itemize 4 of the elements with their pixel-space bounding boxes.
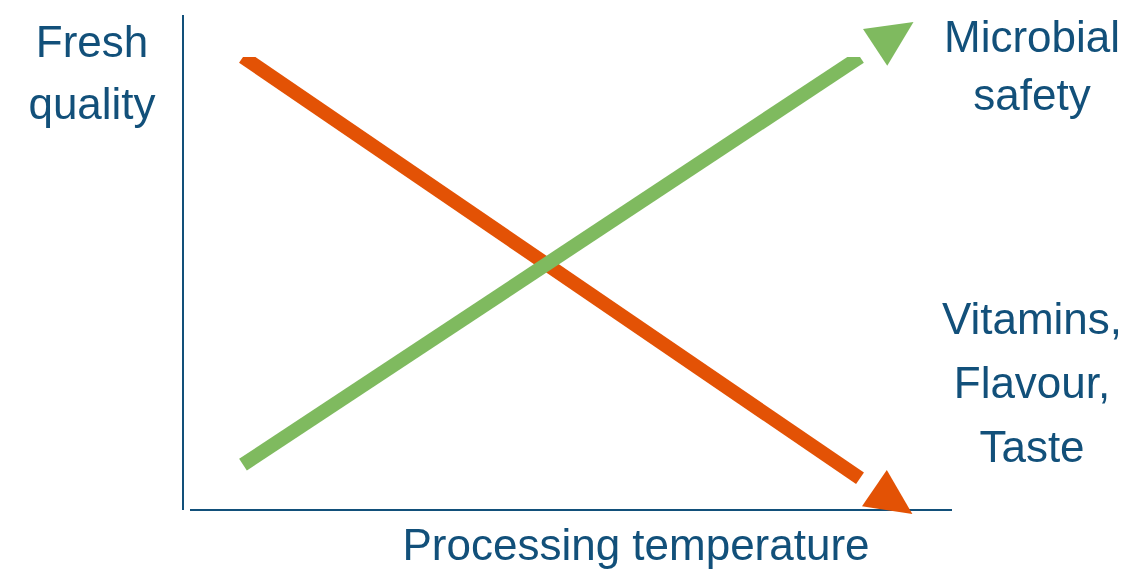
legend-label: Microbial safety	[943, 12, 1121, 120]
y-axis-title: Fresh quality	[28, 17, 156, 129]
x-axis-title: Processing temperature	[402, 520, 870, 570]
series-label: Vitamins, Flavour, Taste	[941, 294, 1123, 472]
